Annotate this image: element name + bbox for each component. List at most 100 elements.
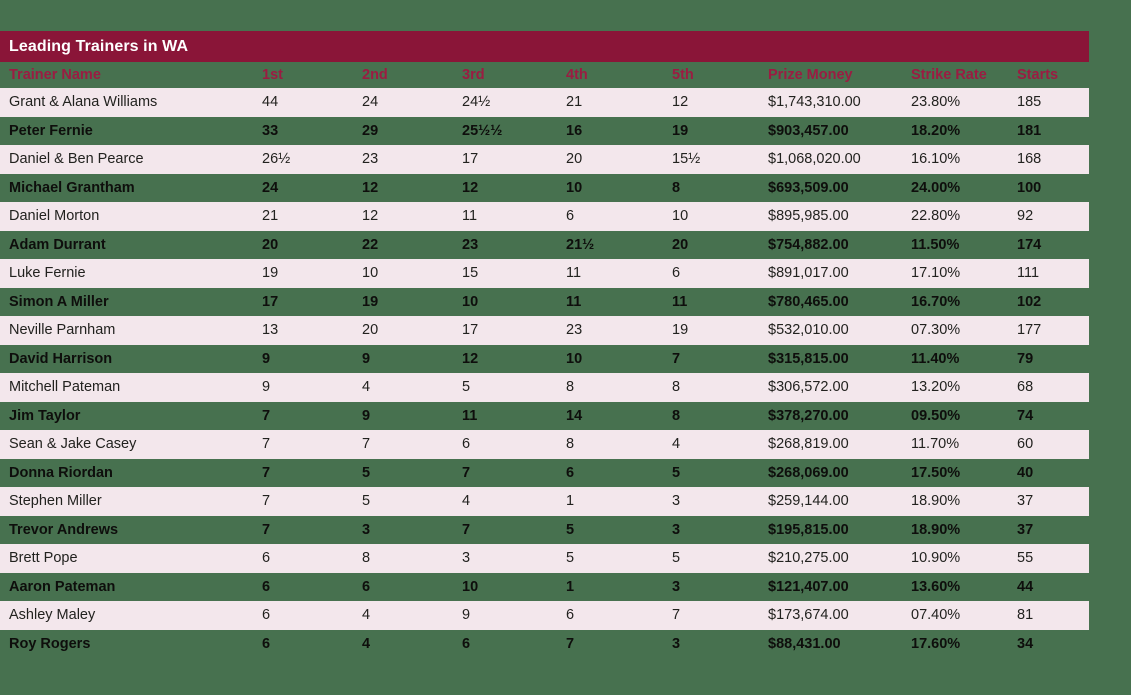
cell-5th: 3 [672,493,681,510]
cell-2nd: 9 [362,350,371,367]
cell-5th: 3 [672,578,681,595]
cell-prize-money: $88,431.00 [768,635,841,652]
cell-starts: 92 [1017,208,1034,225]
cell-5th: 7 [672,607,681,624]
table-row: Brett Pope 6 8 3 5 5 $210,275.00 10.90% … [0,544,1089,573]
cell-5th: 4 [672,436,681,453]
cell-starts: 81 [1017,607,1034,624]
table-row: Daniel Morton 21 12 11 6 10 $895,985.00 … [0,202,1089,231]
cell-4th: 11 [566,265,582,282]
table-row: Michael Grantham 24 12 12 10 8 $693,509.… [0,174,1089,203]
cell-starts: 37 [1017,521,1034,538]
cell-4th: 20 [566,151,583,168]
cell-strike-rate: 23.80% [911,94,961,111]
cell-3rd: 7 [462,464,471,481]
cell-1st: 19 [262,265,279,282]
cell-starts: 74 [1017,407,1034,424]
cell-strike-rate: 13.60% [911,578,961,595]
cell-3rd: 6 [462,635,471,652]
cell-trainer-name: Jim Taylor [9,407,81,424]
cell-prize-money: $173,674.00 [768,607,849,624]
cell-3rd: 7 [462,521,471,538]
table-body: Grant & Alana Williams 44 24 24½ 21 12 $… [0,88,1089,658]
cell-1st: 7 [262,464,271,481]
cell-1st: 24 [262,179,279,196]
cell-3rd: 10 [462,578,479,595]
table-row: Trevor Andrews 7 3 7 5 3 $195,815.00 18.… [0,516,1089,545]
cell-1st: 26½ [262,151,291,168]
cell-4th: 10 [566,179,583,196]
column-header-2nd: 2nd [362,67,388,83]
column-header-1st: 1st [262,67,283,83]
cell-3rd: 12 [462,179,479,196]
cell-1st: 7 [262,407,271,424]
cell-strike-rate: 17.10% [911,265,961,282]
cell-strike-rate: 13.20% [911,379,961,396]
cell-3rd: 10 [462,293,479,310]
cell-strike-rate: 17.60% [911,635,961,652]
cell-strike-rate: 10.90% [911,550,961,567]
cell-1st: 9 [262,350,271,367]
table-row: Sean & Jake Casey 7 7 6 8 4 $268,819.00 … [0,430,1089,459]
cell-5th: 12 [672,94,689,111]
cell-1st: 7 [262,493,271,510]
table-row: Daniel & Ben Pearce 26½ 23 17 20 15½ $1,… [0,145,1089,174]
cell-1st: 44 [262,94,279,111]
cell-3rd: 5 [462,379,471,396]
cell-5th: 20 [672,236,689,253]
cell-1st: 13 [262,322,279,339]
cell-5th: 10 [672,208,689,225]
cell-strike-rate: 16.70% [911,293,961,310]
cell-trainer-name: Stephen Miller [9,493,102,510]
cell-strike-rate: 16.10% [911,151,961,168]
cell-4th: 6 [566,208,575,225]
table-row: Simon A Miller 17 19 10 11 11 $780,465.0… [0,288,1089,317]
cell-4th: 7 [566,635,575,652]
cell-starts: 177 [1017,322,1042,339]
cell-prize-money: $268,069.00 [768,464,849,481]
cell-2nd: 20 [362,322,379,339]
cell-3rd: 4 [462,493,471,510]
column-header-3rd: 3rd [462,67,485,83]
cell-2nd: 24 [362,94,379,111]
cell-3rd: 24½ [462,94,491,111]
cell-2nd: 6 [362,578,371,595]
cell-starts: 168 [1017,151,1042,168]
cell-1st: 20 [262,236,279,253]
cell-4th: 11 [566,293,582,310]
table-row: Jim Taylor 7 9 11 14 8 $378,270.00 09.50… [0,402,1089,431]
cell-strike-rate: 11.50% [911,236,960,253]
cell-4th: 16 [566,122,583,139]
cell-4th: 5 [566,521,575,538]
cell-trainer-name: Michael Grantham [9,179,135,196]
cell-strike-rate: 18.90% [911,521,961,538]
cell-1st: 17 [262,293,279,310]
cell-trainer-name: Aaron Pateman [9,578,116,595]
table-row: Roy Rogers 6 4 6 7 3 $88,431.00 17.60% 3… [0,630,1089,659]
table-row: Ashley Maley 6 4 9 6 7 $173,674.00 07.40… [0,601,1089,630]
cell-strike-rate: 07.40% [911,607,961,624]
cell-trainer-name: Peter Fernie [9,122,93,139]
cell-3rd: 17 [462,322,479,339]
cell-prize-money: $1,743,310.00 [768,94,861,111]
cell-strike-rate: 09.50% [911,407,961,424]
cell-2nd: 10 [362,265,379,282]
cell-starts: 44 [1017,578,1034,595]
column-header-5th: 5th [672,67,694,83]
cell-prize-money: $195,815.00 [768,521,849,538]
table-row: Mitchell Pateman 9 4 5 8 8 $306,572.00 1… [0,373,1089,402]
cell-4th: 6 [566,607,575,624]
cell-3rd: 25½½ [462,122,503,139]
cell-trainer-name: Ashley Maley [9,607,96,624]
table-title-bar: Leading Trainers in WA [0,31,1089,62]
cell-5th: 8 [672,179,681,196]
cell-5th: 11 [672,293,688,310]
cell-prize-money: $891,017.00 [768,265,849,282]
cell-trainer-name: Mitchell Pateman [9,379,121,396]
cell-trainer-name: Brett Pope [9,550,78,567]
table-header-row: Trainer Name 1st 2nd 3rd 4th 5th Prize M… [0,62,1089,88]
cell-2nd: 4 [362,379,371,396]
cell-5th: 15½ [672,151,701,168]
cell-2nd: 12 [362,179,379,196]
